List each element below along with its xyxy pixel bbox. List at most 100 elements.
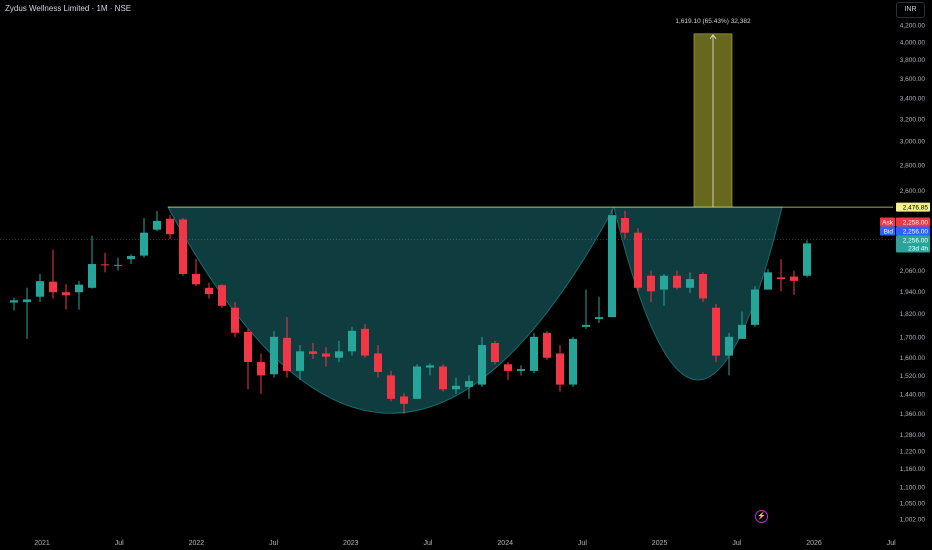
candle-body — [88, 264, 96, 288]
candle — [608, 209, 616, 318]
candle — [270, 330, 278, 378]
candle — [127, 254, 135, 265]
candle-body — [62, 292, 70, 296]
candle — [777, 259, 785, 292]
bid-price-tag: 2,256.00 — [896, 226, 930, 236]
lightning-icon[interactable]: ⚡ — [755, 510, 768, 523]
candle-body — [114, 264, 122, 266]
candle-body — [140, 232, 148, 256]
candle-body — [257, 362, 265, 376]
candle-body — [634, 232, 642, 288]
y-tick-label: 2,600.00 — [900, 188, 926, 195]
candle — [634, 228, 642, 292]
candle — [140, 218, 148, 258]
candle-body — [543, 332, 551, 358]
y-tick-label: 3,400.00 — [900, 96, 926, 103]
candle-body — [660, 275, 668, 290]
candle — [673, 270, 681, 290]
candle — [543, 330, 551, 360]
y-tick-label: 3,200.00 — [900, 116, 926, 123]
candle-body — [153, 220, 161, 230]
candle-body — [595, 317, 603, 320]
candle — [660, 274, 668, 306]
candle-body — [465, 381, 473, 387]
x-tick-label: 2024 — [497, 540, 513, 547]
candle-body — [192, 274, 200, 285]
candle-body — [348, 330, 356, 352]
candle-body — [101, 264, 109, 266]
candle — [166, 215, 174, 239]
candle-body — [400, 396, 408, 404]
candle-body — [426, 365, 434, 368]
candle-body — [205, 287, 213, 295]
bid-tag-bg — [880, 226, 895, 236]
candle — [75, 280, 83, 310]
x-tick-label: 2021 — [34, 540, 50, 547]
candle-body — [790, 276, 798, 281]
cup-and-handle-pattern: 1,619.10 (65.43%) 32,382 — [167, 18, 783, 414]
candle — [101, 252, 109, 273]
candle-body — [413, 366, 421, 399]
candle-body — [335, 351, 343, 358]
candle — [114, 257, 122, 271]
candle — [296, 345, 304, 380]
x-tick-label: Jul — [424, 540, 433, 547]
candle-body — [361, 328, 369, 356]
candle — [712, 304, 720, 363]
candle — [10, 297, 18, 311]
countdown-tag: 23d 4h — [896, 243, 930, 253]
y-tick-label: 1,600.00 — [900, 355, 926, 362]
y-tick-label: 4,000.00 — [900, 40, 926, 47]
x-tick-label: 2025 — [652, 540, 668, 547]
y-tick-label: 1,002.00 — [900, 517, 926, 524]
candle-body — [231, 307, 239, 333]
candle — [218, 284, 226, 308]
candle — [192, 259, 200, 287]
candle — [387, 370, 395, 402]
last-price-tag-text: 2,256.00 — [903, 238, 929, 245]
candle — [621, 210, 629, 239]
candle-body — [439, 366, 447, 390]
candle — [374, 345, 382, 378]
candle — [803, 240, 811, 278]
candle — [88, 235, 96, 289]
candle-body — [582, 324, 590, 327]
x-tick-label: Jul — [887, 540, 896, 547]
candle-body — [608, 215, 616, 318]
candle — [179, 218, 187, 276]
candle-body — [712, 307, 720, 356]
y-tick-label: 1,520.00 — [900, 373, 926, 380]
candle-body — [517, 369, 525, 371]
candle — [400, 392, 408, 414]
ask-price-tag-text: 2,258.00 — [903, 220, 929, 227]
candle — [283, 317, 291, 378]
candle-body — [244, 331, 252, 363]
ask-tag-bg — [880, 217, 895, 227]
candle — [686, 272, 694, 294]
price-labels: 2,476.852,258.00Ask2,256.00Bid2,256.0023… — [880, 202, 930, 253]
candle — [751, 286, 759, 327]
candle — [452, 377, 460, 395]
y-tick-label: 3,000.00 — [900, 139, 926, 146]
candle-body — [75, 284, 83, 293]
candle-body — [478, 345, 486, 385]
y-tick-label: 1,820.00 — [900, 311, 926, 318]
y-axis: 4,200.00 4,000.00 3,800.00 3,600.00 3,400.00… — [900, 23, 926, 524]
candle-body — [803, 243, 811, 276]
resistance-price-tag-bg — [896, 202, 930, 212]
candle-body — [387, 375, 395, 399]
candle-body — [738, 324, 746, 339]
bid-price-tag-text: 2,256.00 — [903, 229, 929, 236]
candle — [413, 364, 421, 399]
candle — [62, 284, 70, 310]
candle-body — [491, 342, 499, 363]
candle-body — [127, 255, 135, 260]
y-tick-label: 2,800.00 — [900, 162, 926, 169]
candle-body — [10, 300, 18, 303]
ask-tag: Ask — [880, 217, 895, 227]
currency-button[interactable]: INR — [896, 2, 925, 18]
ask-price-tag: 2,258.00 — [896, 217, 930, 227]
bid-price-tag-bg — [896, 226, 930, 236]
candle — [49, 249, 57, 299]
